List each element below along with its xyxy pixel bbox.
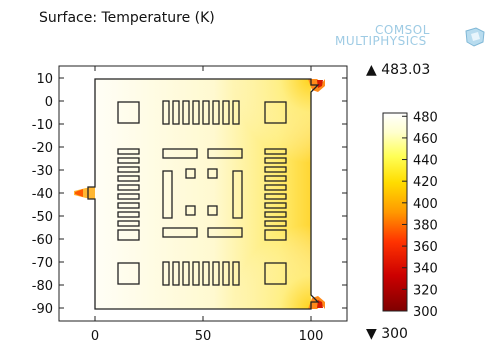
colorbar-tick-label: 300	[413, 305, 438, 320]
max-value-label: ▲ 483.03	[366, 62, 430, 78]
heat-tab-left	[74, 187, 95, 199]
max-marker-icon: ▲	[366, 62, 377, 78]
colorbar-tick-label: 400	[413, 197, 438, 212]
y-tick-label: -40	[32, 187, 53, 202]
bottom-row-cutouts	[117, 261, 287, 286]
heat-tab-top-right-core	[317, 80, 323, 88]
x-axis: 0 50 100	[91, 66, 324, 344]
colorbar-tick-label: 420	[413, 175, 438, 190]
comsol-logo: COMSOL MULTIPHYSICS	[335, 23, 495, 51]
y-tick-label: 0	[45, 95, 53, 110]
min-value-label: ▼ 300	[366, 326, 408, 342]
colorbar-gradient	[382, 112, 408, 312]
plate-outline	[87, 78, 320, 310]
colorbar-ticks: 480 460 440 420 400 380 360 340 320 300	[402, 110, 438, 320]
y-tick-label: -20	[32, 141, 53, 156]
hot-zone-top-right	[200, 79, 311, 199]
y-tick-label: -70	[32, 256, 53, 271]
y-tick-label: -80	[32, 279, 53, 294]
center-cutouts	[162, 148, 243, 238]
y-tick-label: 10	[36, 72, 53, 87]
comsol-logo-icon	[465, 27, 485, 47]
logo-line-2: MULTIPHYSICS	[335, 34, 427, 48]
right-column-slots	[264, 148, 287, 241]
left-column-slots	[117, 148, 140, 241]
logo-line-1: COMSOL	[375, 23, 430, 37]
x-tick-label: 50	[195, 329, 212, 344]
max-value: 483.03	[381, 62, 431, 78]
heat-tab-left-core	[75, 189, 83, 197]
hot-zone-bottom-right	[200, 189, 311, 309]
top-row-cutouts	[117, 100, 287, 125]
plate-geometry	[87, 78, 320, 310]
y-tick-label: -50	[32, 210, 53, 225]
colorbar-tick-label: 380	[413, 218, 438, 233]
y-tick-label: -30	[32, 164, 53, 179]
colorbar-tick-label: 360	[413, 240, 438, 255]
plot-area: 0 50 100 100-10-20-30-40-50-60-70-80-90	[32, 65, 348, 344]
x-tick-label: 0	[91, 329, 99, 344]
min-marker-icon: ▼	[366, 326, 377, 342]
x-tick-label: 100	[299, 329, 324, 344]
colorbar-tick-label: 480	[413, 110, 438, 125]
min-value: 300	[381, 326, 408, 342]
y-tick-label: -10	[32, 118, 53, 133]
colorbar-tick-label: 340	[413, 262, 438, 277]
y-tick-label: -90	[32, 302, 53, 317]
colorbar-tick-label: 460	[413, 132, 438, 147]
plot-title: Surface: Temperature (K)	[39, 10, 215, 26]
colorbar-tick-label: 440	[413, 154, 438, 169]
y-axis: 10 0 -10 -20 -30 -40 -50 -60 -70 -80 -90	[32, 72, 347, 317]
y-tick-label: -60	[32, 233, 53, 248]
colorbar: 480 460 440 420 400 380 360 340 320 300	[382, 110, 438, 320]
colorbar-tick-label: 320	[413, 283, 438, 298]
